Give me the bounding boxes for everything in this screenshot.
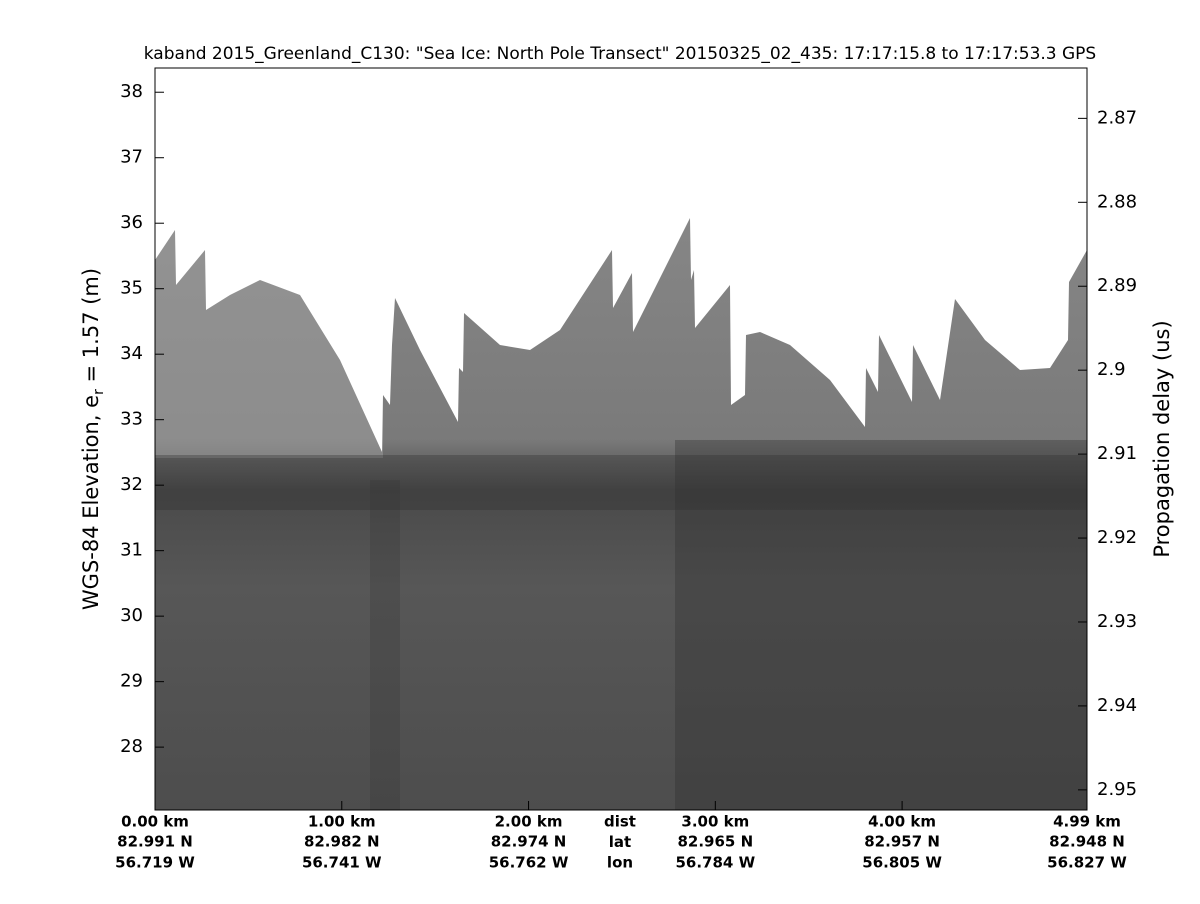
y-tick-label: 35 — [120, 278, 143, 299]
plot-frame — [154, 67, 1088, 811]
lon-label: 56.805 W — [862, 854, 942, 872]
lat-label: 82.957 N — [864, 833, 940, 851]
y2-tick-label: 2.88 — [1097, 191, 1137, 212]
y-tick-label: 33 — [120, 409, 143, 430]
y2-tick-label: 2.89 — [1097, 275, 1137, 296]
x-tick-label: 2.00 km — [495, 813, 563, 831]
lon-label: 56.719 W — [115, 854, 195, 872]
lat-label: 82.948 N — [1049, 833, 1125, 851]
y-tick-label: 34 — [120, 343, 143, 364]
y-label-rest: = 1.57 (m) — [79, 268, 103, 389]
lon-label: 56.762 W — [489, 854, 569, 872]
y-tick-label: 28 — [120, 736, 143, 757]
y2-tick-label: 2.93 — [1097, 611, 1137, 632]
y2-tick-label: 2.87 — [1097, 107, 1137, 128]
chart-title: kaband 2015_Greenland_C130: "Sea Ice: No… — [144, 44, 1096, 64]
row-name: dist — [604, 813, 636, 831]
x-tick-label: 4.99 km — [1053, 813, 1121, 831]
y2-axis-label: Propagation delay (us) — [1150, 320, 1174, 557]
y-tick-label: 37 — [120, 147, 143, 168]
y2-tick-label: 2.95 — [1097, 779, 1137, 800]
lat-label: 82.991 N — [117, 833, 193, 851]
row-name: lon — [607, 854, 633, 872]
y-label-subscript: r — [91, 389, 107, 395]
y2-tick-label: 2.94 — [1097, 695, 1137, 716]
lat-label: 82.965 N — [677, 833, 753, 851]
lon-label: 56.827 W — [1047, 854, 1127, 872]
x-tick-label: 1.00 km — [308, 813, 376, 831]
y2-tick-label: 2.9 — [1097, 359, 1126, 380]
y2-tick-label: 2.92 — [1097, 527, 1137, 548]
lat-label: 82.982 N — [304, 833, 380, 851]
lon-label: 56.784 W — [675, 854, 755, 872]
x-tick-label: 3.00 km — [681, 813, 749, 831]
y-tick-label: 32 — [120, 474, 143, 495]
x-tick-label: 4.00 km — [868, 813, 936, 831]
y-tick-label: 31 — [120, 540, 143, 561]
y-label-text: WGS-84 Elevation, e — [79, 395, 103, 610]
y-tick-label: 38 — [120, 81, 143, 102]
echogram-image — [155, 68, 1087, 810]
x-tick-label: 0.00 km — [121, 813, 189, 831]
lat-label: 82.974 N — [491, 833, 567, 851]
y-tick-label: 29 — [120, 671, 143, 692]
lon-label: 56.741 W — [302, 854, 382, 872]
row-name: lat — [609, 833, 631, 851]
y-axis-label: WGS-84 Elevation, er = 1.57 (m) — [79, 268, 107, 610]
y2-tick-label: 2.91 — [1097, 443, 1137, 464]
y-tick-label: 30 — [120, 605, 143, 626]
y-tick-label: 36 — [120, 212, 143, 233]
